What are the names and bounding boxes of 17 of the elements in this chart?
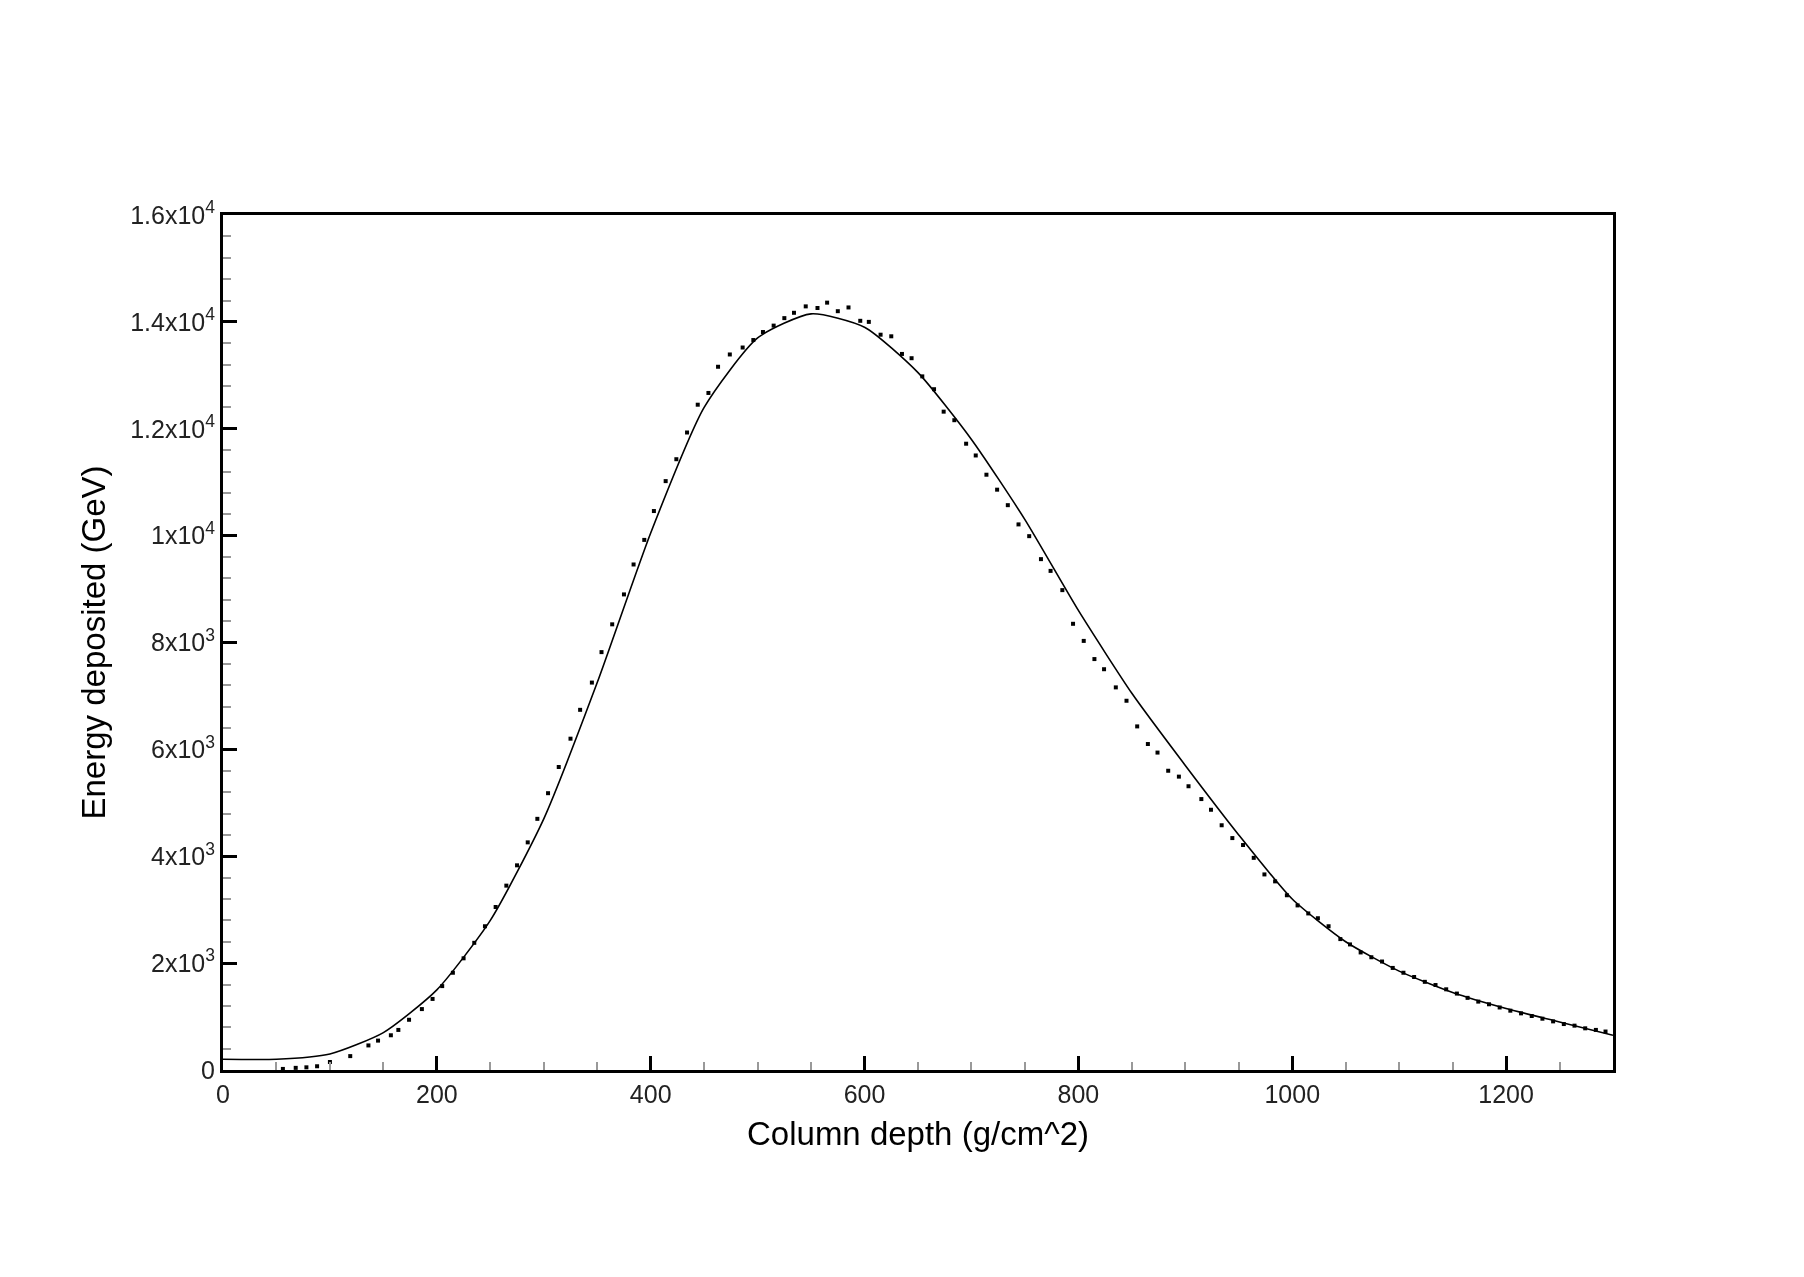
y-tick-label: 6x10$^{3}$: [151, 731, 215, 764]
y-tick-label: 1.4x10$^{4}$: [130, 304, 216, 336]
y-tick-label: 1.2x10$^{4}$: [130, 411, 216, 443]
y-tick-label: 4x10$^{3}$: [151, 838, 215, 870]
x-axis-title: Column depth (g/cm^2): [747, 1114, 1089, 1152]
x-tick-label: 800: [1057, 1080, 1100, 1108]
y-tick-label: 1x10$^{4}$: [151, 517, 216, 550]
x-tick-label: 600: [843, 1080, 886, 1108]
x-tick-label: 1000: [1264, 1080, 1321, 1108]
x-tick-label: 1200: [1478, 1080, 1534, 1108]
y-tick-label: 1.6x10$^{4}$: [130, 197, 216, 229]
x-tick-label: 400: [629, 1080, 672, 1108]
y-tick-label: 2x10$^{3}$: [151, 945, 215, 977]
x-tick-label: 200: [415, 1080, 458, 1108]
y-axis-title: Energy deposited (GeV): [75, 465, 113, 820]
y-tick-label: 8x10$^{3}$: [151, 624, 215, 657]
y-tick-label: 0: [201, 1055, 215, 1084]
